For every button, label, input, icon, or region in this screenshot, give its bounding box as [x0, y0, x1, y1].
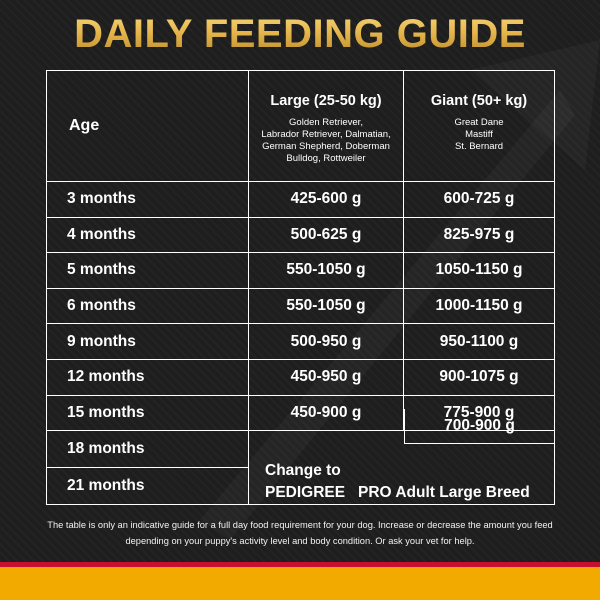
age-cell: 21 months: [46, 467, 249, 506]
change-food-text: Change to PEDIGREE PRO Adult Large Breed: [265, 460, 554, 504]
age-cell: 3 months: [46, 181, 249, 218]
header-giant-title: Giant (50+ kg): [430, 93, 528, 109]
table-row: 12 months 450-950 g 900-1075 g: [46, 358, 555, 396]
breed-line: St. Bernard: [454, 141, 504, 152]
footnote: The table is only an indicative guide fo…: [47, 520, 553, 546]
page-title: DAILY FEEDING GUIDE: [0, 12, 600, 57]
age-cell: 4 months: [46, 216, 249, 254]
giant-value-cell: 775-900 g: [403, 394, 555, 432]
table-row: 21 months: [46, 467, 555, 506]
giant-value-cell: 1000-1150 g: [403, 287, 555, 325]
header-large: Large (25-50 kg) Golden Retriever, Labra…: [248, 70, 404, 182]
giant-value-cell: 825-975 g: [403, 216, 555, 254]
large-value-cell: 550-1050 g: [248, 252, 404, 289]
age-cell: 15 months: [46, 394, 249, 432]
breed-line: Mastiff: [465, 129, 493, 140]
breed-line: German Shepherd, Doberman: [262, 141, 390, 152]
table-row: 6 months 550-1050 g 1000-1150 g: [46, 287, 555, 325]
breed-line: Great Dane: [454, 117, 504, 128]
large-value-cell: 550-1050 g: [248, 287, 404, 325]
change-line-2: PEDIGREE PRO Adult Large Breed: [265, 484, 530, 502]
red-stripe: [0, 562, 600, 567]
large-value-cell: 425-600 g: [248, 181, 404, 218]
yellow-band: [0, 567, 600, 600]
table-row: 9 months 500-950 g 950-1100 g: [46, 323, 555, 360]
change-food-cell: 700-900 g Change to PEDIGREE PRO Adult L…: [248, 409, 555, 506]
age-cell: 6 months: [46, 287, 249, 325]
large-value-cell: 500-950 g: [248, 323, 404, 360]
giant-value-cell: 900-1075 g: [403, 358, 555, 396]
header-giant-breeds: Great Dane Mastiff St. Bernard: [404, 117, 554, 153]
large-value-cell: 450-950 g: [248, 358, 404, 396]
table-row: 3 months 425-600 g 600-725 g: [46, 181, 555, 218]
header-giant: Giant (50+ kg) Great Dane Mastiff St. Be…: [403, 70, 555, 182]
giant-value-cell: 1050-1150 g: [403, 252, 555, 289]
header-large-breeds: Golden Retriever, Labrador Retriever, Da…: [249, 117, 403, 165]
table-header-row: Age Large (25-50 kg) Golden Retriever, L…: [46, 70, 555, 182]
age-cell: 12 months: [46, 358, 249, 396]
header-age: Age: [46, 70, 249, 182]
table-row: 4 months 500-625 g 825-975 g: [46, 216, 555, 254]
breed-line: Labrador Retriever, Dalmatian,: [261, 129, 391, 140]
giant-value-cell: 700-900 g: [404, 409, 554, 445]
feeding-table: Age Large (25-50 kg) Golden Retriever, L…: [46, 70, 555, 506]
breed-line: Bulldog, Rottweiler: [286, 153, 366, 164]
header-large-title: Large (25-50 kg): [270, 93, 382, 109]
change-line-1: Change to: [265, 462, 341, 480]
large-value-cell: 500-625 g: [248, 216, 404, 254]
table-row: 18 months 700-900 g Change to PEDIGREE P…: [46, 409, 555, 506]
breed-line: Golden Retriever,: [289, 117, 363, 128]
giant-value-cell: 950-1100 g: [403, 323, 555, 360]
table-row: 5 months 550-1050 g 1050-1150 g: [46, 252, 555, 289]
large-value-cell: 450-900 g: [248, 394, 404, 432]
giant-value-cell: 600-725 g: [403, 181, 555, 218]
age-cell: 18 months: [46, 430, 249, 469]
table-row: 15 months 450-900 g 775-900 g: [46, 394, 555, 432]
age-cell: 9 months: [46, 323, 249, 360]
age-cell: 5 months: [46, 252, 249, 289]
